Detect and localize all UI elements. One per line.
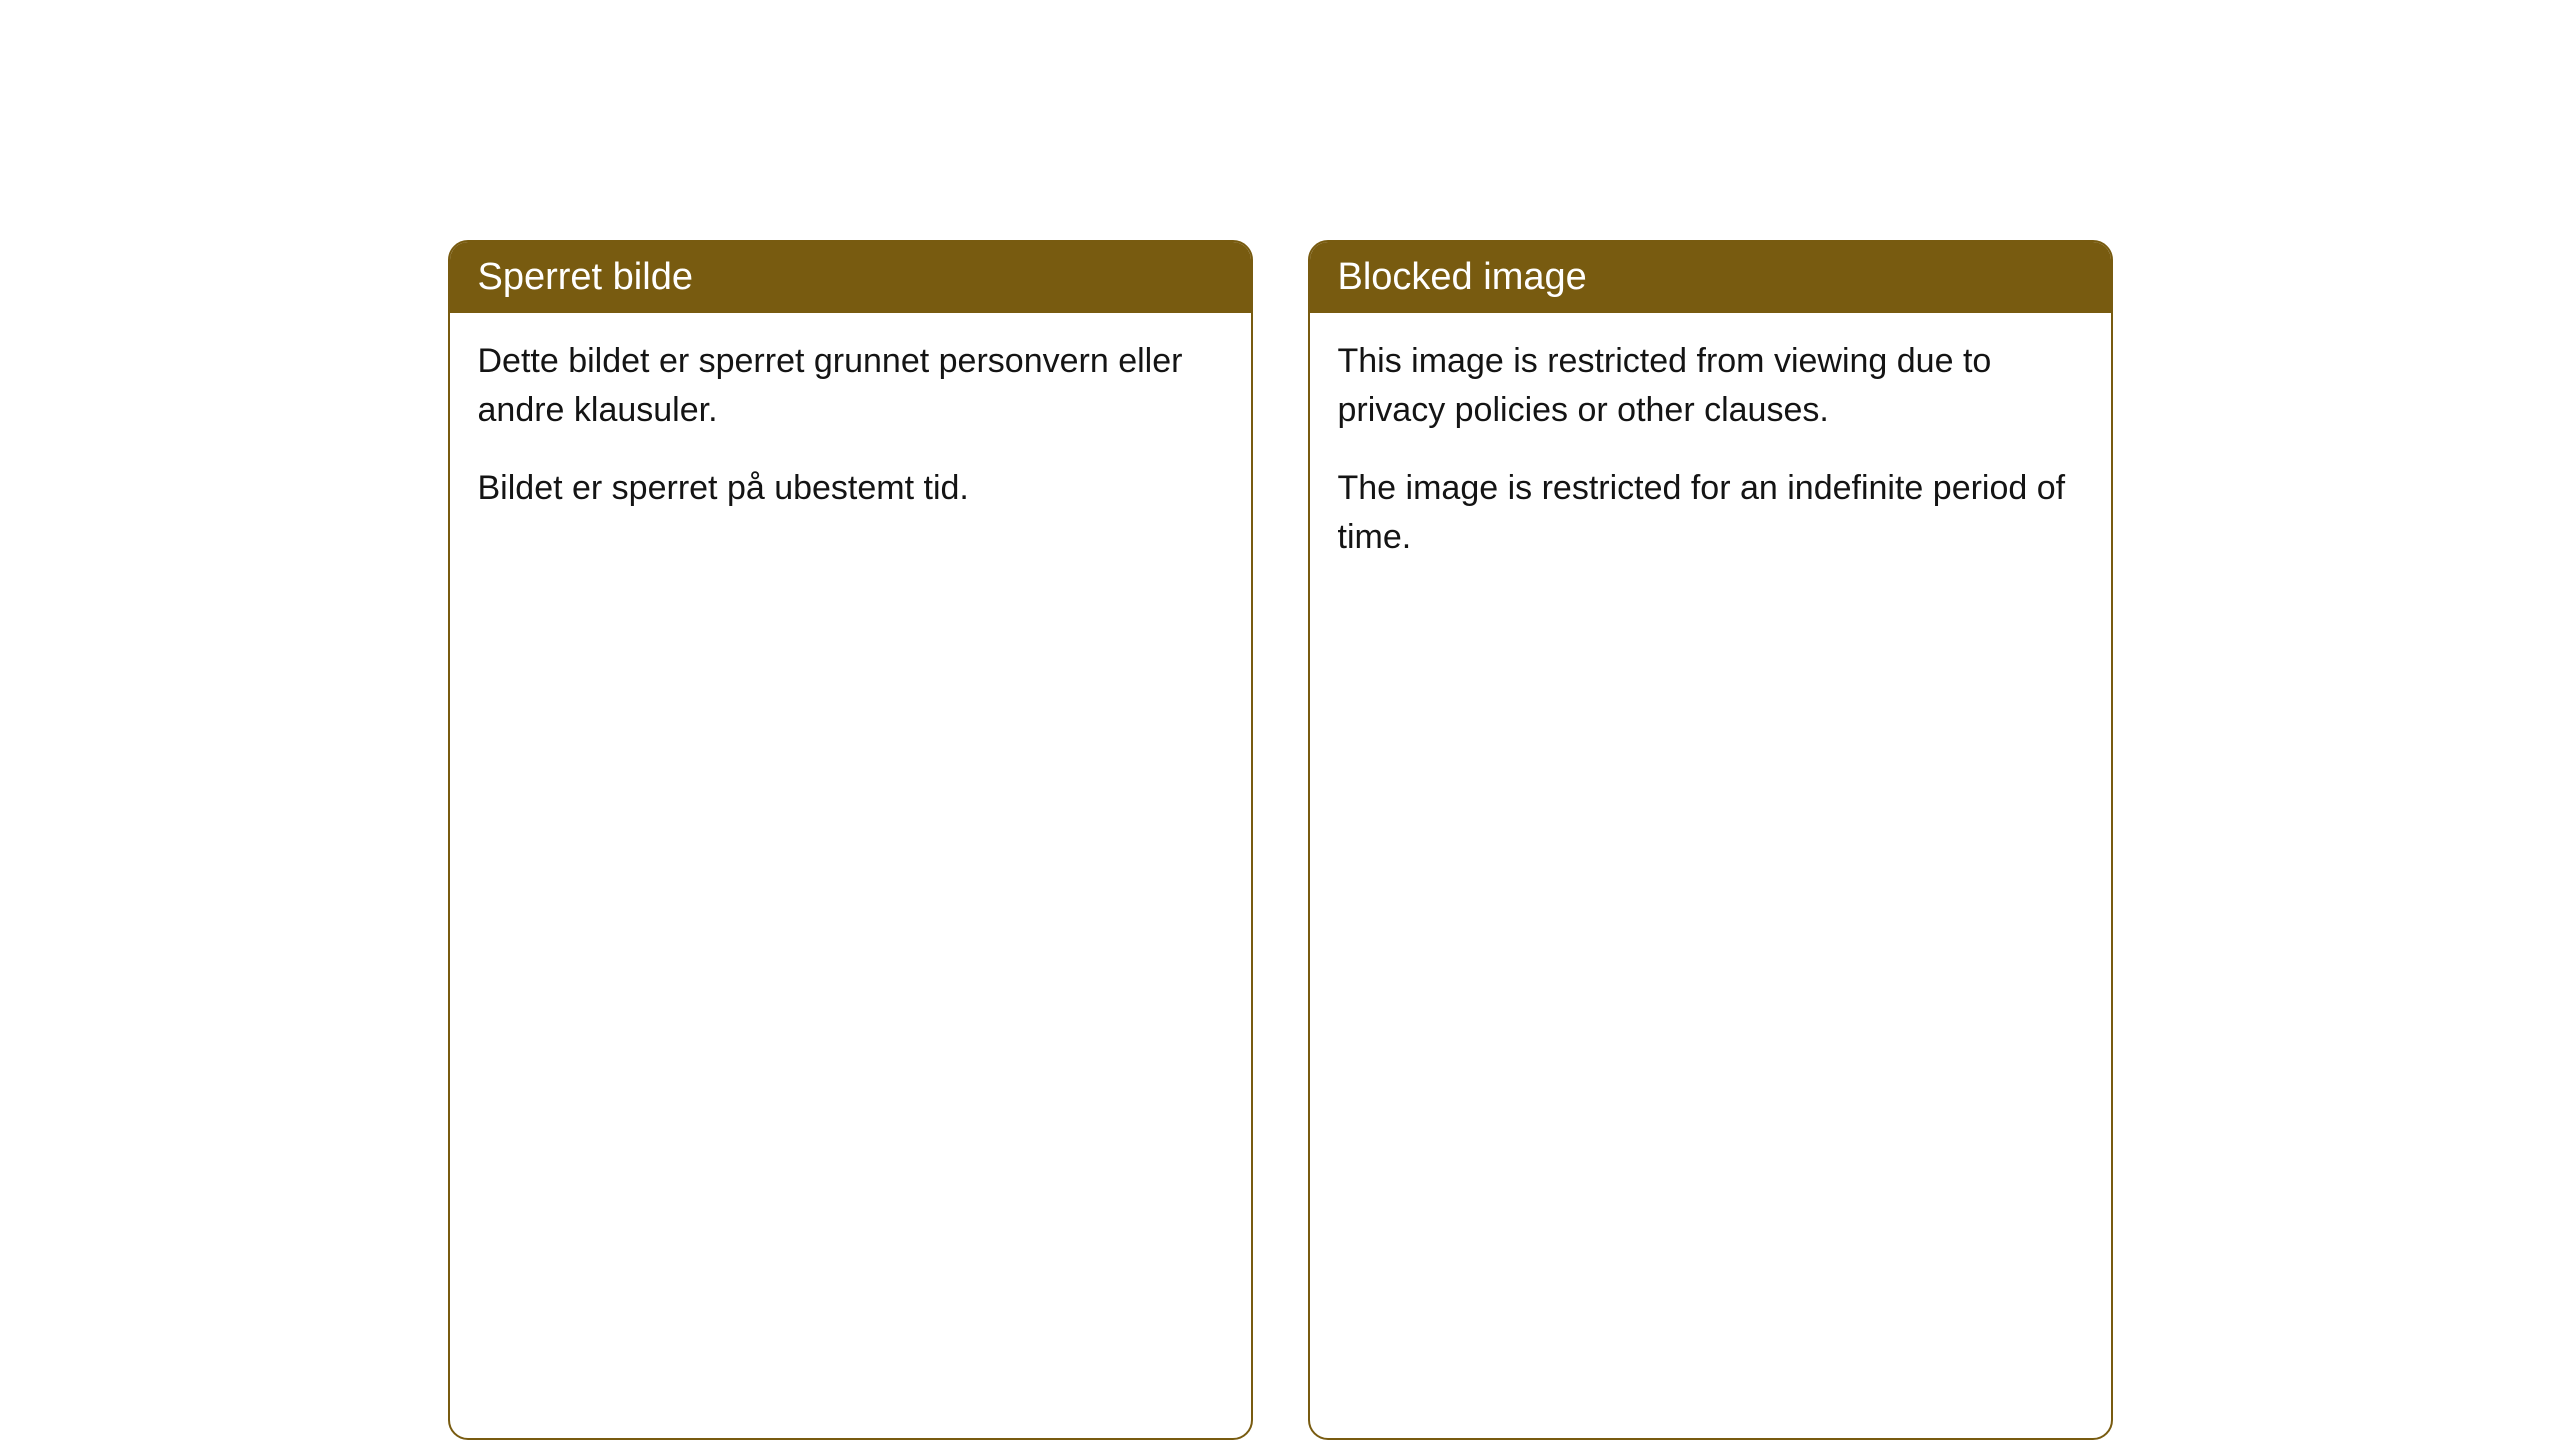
notice-body-norwegian: Dette bildet er sperret grunnet personve… (450, 313, 1251, 549)
notice-title: Sperret bilde (478, 256, 693, 298)
notice-box-english: Blocked image This image is restricted f… (1308, 240, 2113, 1440)
notice-box-norwegian: Sperret bilde Dette bildet er sperret gr… (448, 240, 1253, 1440)
notice-paragraph: Dette bildet er sperret grunnet personve… (478, 337, 1223, 436)
notice-header-norwegian: Sperret bilde (450, 242, 1251, 313)
notice-paragraph: This image is restricted from viewing du… (1338, 337, 2083, 436)
notices-container: Sperret bilde Dette bildet er sperret gr… (448, 240, 2113, 1440)
notice-paragraph: The image is restricted for an indefinit… (1338, 464, 2083, 563)
notice-title: Blocked image (1338, 256, 1587, 298)
notice-paragraph: Bildet er sperret på ubestemt tid. (478, 464, 1223, 513)
notice-header-english: Blocked image (1310, 242, 2111, 313)
notice-body-english: This image is restricted from viewing du… (1310, 313, 2111, 598)
